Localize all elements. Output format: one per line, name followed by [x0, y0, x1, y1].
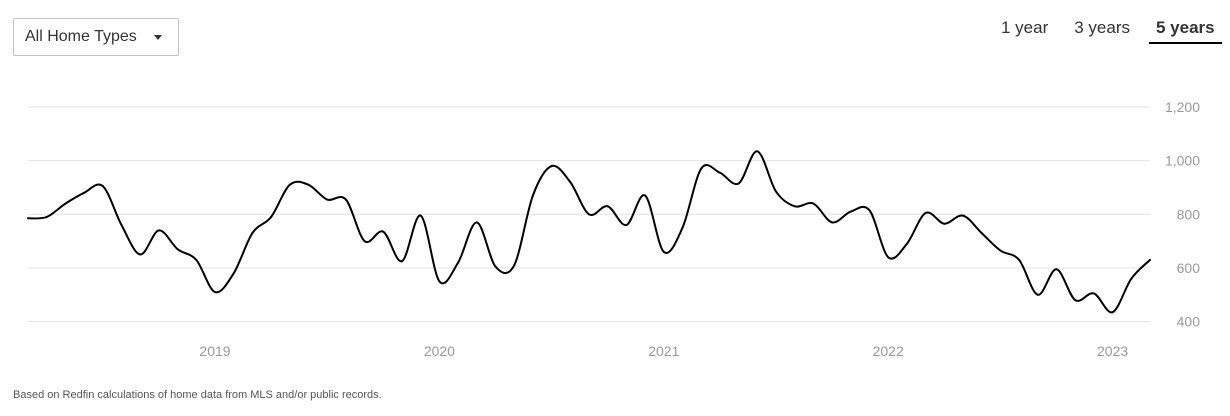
y-tick-label: 400 [1177, 314, 1201, 330]
data-point [1018, 258, 1021, 261]
x-tick-label: 2021 [648, 343, 679, 359]
data-point [588, 213, 590, 216]
x-tick-label: 2022 [873, 343, 904, 359]
series-line [27, 150, 1151, 314]
data-point [438, 280, 441, 283]
data-point [1130, 277, 1133, 280]
data-point [494, 265, 497, 268]
caret-down-icon [154, 35, 162, 40]
data-point [606, 205, 609, 208]
x-tick-label: 2019 [199, 343, 230, 359]
data-point [195, 258, 198, 261]
data-point [1092, 292, 1095, 295]
data-point [139, 253, 142, 256]
data-point [382, 230, 385, 233]
home-type-selected-value: All Home Types [25, 28, 137, 45]
data-point [905, 242, 908, 245]
y-tick-label: 1,000 [1165, 153, 1200, 169]
data-point [232, 272, 235, 275]
footnote: Based on Redfin calculations of home dat… [13, 389, 382, 401]
data-point [64, 202, 67, 205]
data-point [550, 165, 553, 167]
data-point [1074, 299, 1077, 302]
home-type-dropdown[interactable]: All Home Types [13, 18, 179, 56]
data-point [924, 212, 927, 214]
data-point [120, 224, 123, 226]
data-point [401, 260, 403, 263]
tab-3-years[interactable]: 3 years [1074, 18, 1130, 37]
data-point [625, 224, 628, 226]
data-point [644, 194, 647, 197]
tab-1-year[interactable]: 1 year [1001, 18, 1049, 37]
data-point [307, 183, 310, 186]
data-point [1111, 311, 1114, 314]
data-point [868, 209, 871, 212]
data-point [718, 171, 721, 174]
data-point [999, 249, 1002, 252]
data-point [83, 191, 86, 194]
data-point [251, 232, 254, 235]
data-point [1036, 293, 1039, 296]
data-point [157, 229, 160, 232]
data-point [775, 190, 777, 193]
data-point [756, 150, 759, 153]
data-point [662, 250, 665, 253]
chart-series [27, 150, 1151, 314]
data-point [270, 216, 273, 218]
data-point [681, 226, 684, 229]
data-point [793, 205, 796, 208]
data-point [700, 167, 703, 170]
x-tick-label: 2023 [1097, 343, 1128, 359]
data-point [214, 291, 216, 294]
data-point [513, 264, 516, 267]
data-point [27, 217, 29, 220]
data-point [812, 202, 815, 205]
data-point [980, 232, 983, 235]
data-point [288, 183, 291, 186]
series-points [27, 150, 1151, 314]
data-point [475, 221, 478, 224]
data-point [45, 216, 48, 218]
data-point [176, 248, 179, 251]
line-chart: 1,200 1,000 800 600 400 2019 2020 2021 2022 2023 [27, 99, 1200, 359]
data-point [1055, 268, 1058, 271]
data-point [569, 181, 572, 184]
time-range-tabs: 1 year 3 years 5 years [994, 18, 1222, 44]
data-point [419, 214, 422, 217]
y-tick-label: 600 [1177, 260, 1201, 276]
data-point [737, 182, 740, 185]
data-point [887, 256, 890, 259]
data-point [531, 194, 534, 197]
data-point [457, 261, 460, 264]
data-point [363, 240, 366, 243]
data-point [831, 221, 834, 224]
data-point [1149, 258, 1151, 261]
data-point [849, 210, 852, 213]
data-point [326, 198, 329, 201]
y-tick-label: 800 [1177, 206, 1201, 222]
x-tick-label: 2020 [424, 343, 455, 359]
y-axis: 1,200 1,000 800 600 400 [1165, 99, 1200, 330]
tab-5-years[interactable]: 5 years [1149, 18, 1222, 44]
data-point [962, 214, 964, 217]
data-point [943, 222, 946, 225]
y-tick-label: 1,200 [1165, 99, 1200, 115]
data-point [344, 198, 347, 201]
x-axis: 2019 2020 2021 2022 2023 [199, 343, 1128, 359]
data-point [101, 185, 104, 188]
